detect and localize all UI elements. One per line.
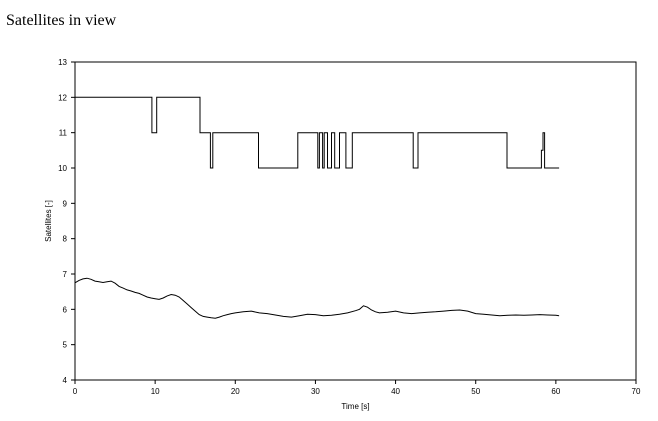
x-tick-label: 0 xyxy=(73,387,78,396)
y-tick-label: 11 xyxy=(59,129,68,138)
x-tick-label: 60 xyxy=(551,387,560,396)
series-line-satellites-used xyxy=(75,96,560,169)
x-tick-label: 20 xyxy=(231,387,240,396)
y-tick-label: 6 xyxy=(63,305,68,314)
x-tick-label: 70 xyxy=(632,387,641,396)
x-tick-label: 40 xyxy=(391,387,400,396)
y-tick-label: 5 xyxy=(63,341,68,350)
y-tick-label: 4 xyxy=(63,376,68,385)
x-tick-label: 50 xyxy=(471,387,480,396)
plot-frame xyxy=(74,61,637,381)
y-tick-label: 9 xyxy=(63,199,68,208)
y-tick-label: 7 xyxy=(63,270,68,279)
chart-title: Satellites in view xyxy=(6,12,117,29)
y-tick-label: 12 xyxy=(58,93,67,102)
y-tick-label: 10 xyxy=(58,164,67,173)
x-tick-label: 30 xyxy=(311,387,320,396)
x-axis-label: Time [s] xyxy=(341,402,369,411)
y-tick-label: 13 xyxy=(58,58,67,67)
x-tick-label: 10 xyxy=(151,387,160,396)
series-line-average xyxy=(74,277,560,319)
y-tick-label: 8 xyxy=(63,235,68,244)
y-axis-label: Satellites [-] xyxy=(44,200,53,242)
